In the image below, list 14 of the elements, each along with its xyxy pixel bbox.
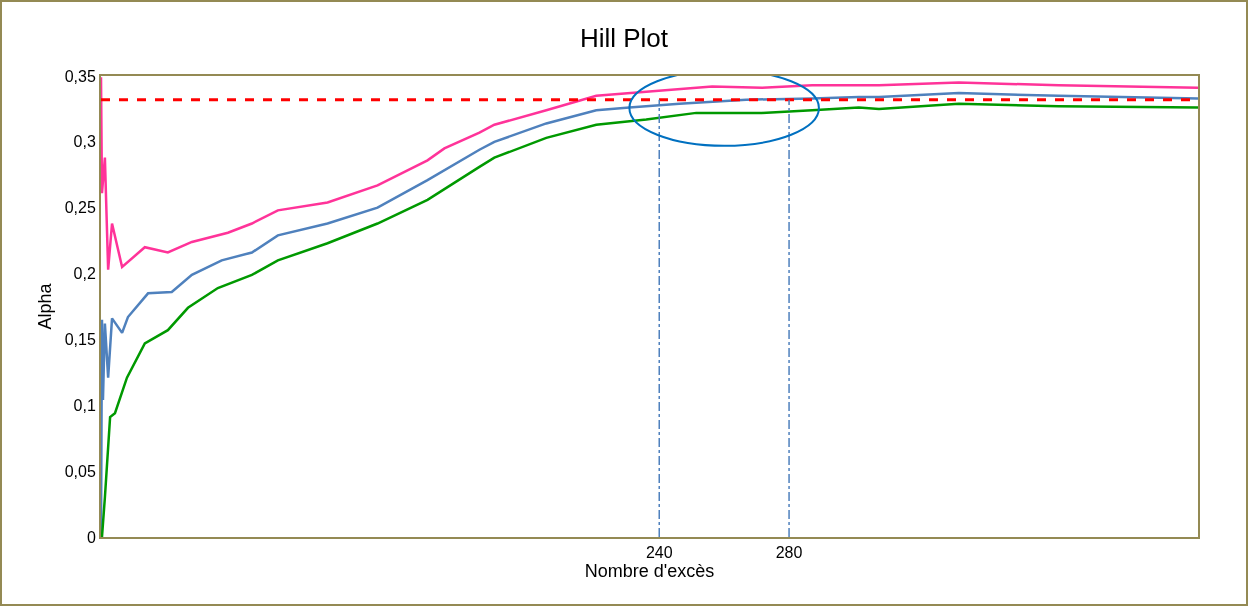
y-tick-label: 0,15 (64, 331, 96, 349)
y-tick-label: 0,05 (64, 462, 96, 480)
y-tick-label: 0,35 (64, 67, 96, 85)
y-tick-label: 0,3 (73, 133, 96, 151)
x-tick-label: 240 (645, 544, 673, 562)
y-tick-label: 0,1 (73, 396, 96, 414)
line-series (101, 76, 1198, 271)
y-tick-label: 0,25 (64, 199, 96, 217)
chart-title: Hill Plot (579, 23, 669, 54)
x-axis-title: Nombre d'excès (584, 561, 715, 582)
x-tick-label: 280 (775, 544, 803, 562)
y-axis-title: Alpha (35, 282, 56, 330)
y-tick-label: 0,2 (73, 265, 96, 283)
y-tick-label: 0 (86, 528, 96, 546)
